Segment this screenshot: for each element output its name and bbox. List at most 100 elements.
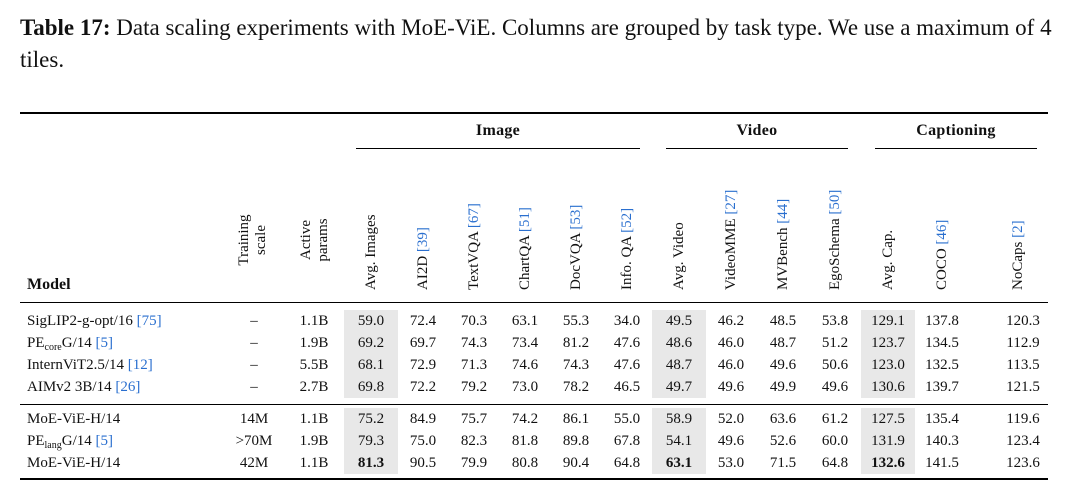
value-cell: 80.8 xyxy=(511,455,539,471)
value-cell: 120.3 xyxy=(1006,313,1040,329)
value-cell: 34.0 xyxy=(613,313,641,329)
value-cell: 123.7 xyxy=(861,332,915,354)
col-header-label: ChartQA xyxy=(517,232,533,290)
value-cell: 67.8 xyxy=(613,433,641,449)
citation-link[interactable]: [46] xyxy=(934,219,950,245)
value-cell: 79.2 xyxy=(460,379,488,395)
value-cell: 72.2 xyxy=(409,379,437,395)
value-cell: 113.5 xyxy=(1006,357,1040,373)
training-scale-cell: – xyxy=(250,379,258,395)
col-header-5: Info. QA [52] xyxy=(618,208,636,290)
value-cell: 123.4 xyxy=(1006,433,1040,449)
value-cell: 64.8 xyxy=(613,455,641,471)
value-cell: 69.8 xyxy=(344,376,398,398)
value-cell: 59.0 xyxy=(344,310,398,332)
citation-link[interactable]: [75] xyxy=(136,313,162,329)
value-cell: 74.6 xyxy=(511,357,539,373)
citation-link[interactable]: [51] xyxy=(517,207,533,233)
value-cell: 48.7 xyxy=(652,354,706,376)
col-header-label: NoCaps xyxy=(1010,237,1026,290)
value-cell: 72.4 xyxy=(409,313,437,329)
value-cell: 79.9 xyxy=(460,455,488,471)
training-scale-cell: – xyxy=(250,335,258,351)
value-cell: 48.6 xyxy=(652,332,706,354)
active-params-cell: 1.1B xyxy=(299,411,329,427)
value-cell: 74.3 xyxy=(460,335,488,351)
top-rule xyxy=(20,112,1048,114)
value-cell: 90.5 xyxy=(409,455,437,471)
citation-link[interactable]: [26] xyxy=(115,379,141,395)
value-cell: 79.3 xyxy=(344,430,398,452)
col-header-2: TextVQA [67] xyxy=(465,203,483,290)
caption-text: Data scaling experiments with MoE-ViE. C… xyxy=(20,15,1052,72)
col-header-6: Avg. Video xyxy=(670,222,688,290)
value-cell: 55.3 xyxy=(562,313,590,329)
active-params-cell: 1.1B xyxy=(299,313,329,329)
value-cell: 61.2 xyxy=(821,411,849,427)
citation-link[interactable]: [12] xyxy=(127,357,153,373)
model-name: AIMv2 3B/14 [26] xyxy=(27,379,141,395)
active-params-header: Active params xyxy=(298,218,331,262)
col-header-label: DocVQA xyxy=(568,229,584,290)
value-cell: 73.0 xyxy=(511,379,539,395)
training-scale-cell: – xyxy=(250,357,258,373)
value-cell: 74.2 xyxy=(511,411,539,427)
col-header-0: Avg. Images xyxy=(362,214,380,290)
table-row: AIMv2 3B/14 [26] – 2.7B 69.8 72.2 79.2 73.0 78.… xyxy=(0,376,1071,398)
value-cell: 49.7 xyxy=(652,376,706,398)
value-cell: 123.0 xyxy=(861,354,915,376)
value-cell: 49.9 xyxy=(769,379,797,395)
citation-link[interactable]: [67] xyxy=(466,203,482,229)
table-row: SigLIP2-g-opt/16 [75] – 1.1B 59.0 72.4 70.3 63… xyxy=(0,310,1071,332)
value-cell: 46.2 xyxy=(717,313,745,329)
citation-link[interactable]: [44] xyxy=(775,198,791,224)
citation-link[interactable]: [53] xyxy=(568,204,584,230)
value-cell: 71.5 xyxy=(769,455,797,471)
value-cell: 48.7 xyxy=(769,335,797,351)
value-cell: 90.4 xyxy=(562,455,590,471)
value-cell: 82.3 xyxy=(460,433,488,449)
value-cell: 52.0 xyxy=(717,411,745,427)
citation-link[interactable]: [2] xyxy=(1010,220,1026,238)
active-params-cell: 1.9B xyxy=(299,433,329,449)
value-cell: 130.6 xyxy=(861,376,915,398)
value-cell: 129.1 xyxy=(861,310,915,332)
value-cell: 140.3 xyxy=(925,433,959,449)
citation-link[interactable]: [50] xyxy=(827,189,843,215)
active-params-cell: 2.7B xyxy=(299,379,329,395)
active-params-cell: 1.1B xyxy=(299,455,329,471)
group-image: Image xyxy=(475,122,521,139)
group-line-captioning xyxy=(875,148,1037,149)
value-cell: 74.3 xyxy=(562,357,590,373)
citation-link[interactable]: [39] xyxy=(415,227,431,253)
value-cell: 58.9 xyxy=(652,408,706,430)
training-scale-cell: 42M xyxy=(239,455,269,471)
table-row: MoE-ViE-H/14 42M 1.1B 81.3 90.5 79.9 80.8 90.4 6… xyxy=(0,452,1071,474)
citation-link[interactable]: [5] xyxy=(95,335,113,351)
col-header-label: Avg. Video xyxy=(671,222,687,290)
value-cell: 89.8 xyxy=(562,433,590,449)
table-row: PEcoreG/14 [5] – 1.9B 69.2 69.7 74.3 73.4 81.2 4… xyxy=(0,332,1071,354)
value-cell: 132.5 xyxy=(925,357,959,373)
value-cell: 127.5 xyxy=(861,408,915,430)
citation-link[interactable]: [5] xyxy=(95,433,113,449)
col-header-label: TextVQA xyxy=(466,228,482,290)
value-cell: 49.6 xyxy=(769,357,797,373)
model-header: Model xyxy=(27,276,71,293)
col-header-3: ChartQA [51] xyxy=(516,207,534,290)
citation-link[interactable]: [52] xyxy=(619,207,635,233)
value-cell: 84.9 xyxy=(409,411,437,427)
value-cell: 72.9 xyxy=(409,357,437,373)
value-cell: 46.0 xyxy=(717,357,745,373)
citation-link[interactable]: [27] xyxy=(723,189,739,215)
model-name: SigLIP2-g-opt/16 [75] xyxy=(27,313,162,329)
value-cell: 121.5 xyxy=(1006,379,1040,395)
value-cell: 135.4 xyxy=(925,411,959,427)
model-name: PEcoreG/14 [5] xyxy=(27,335,113,353)
value-cell: 75.0 xyxy=(409,433,437,449)
value-cell: 69.2 xyxy=(344,332,398,354)
value-cell: 81.8 xyxy=(511,433,539,449)
value-cell: 141.5 xyxy=(925,455,959,471)
active-params-cell: 1.9B xyxy=(299,335,329,351)
col-header-11: COCO [46] xyxy=(933,220,951,290)
